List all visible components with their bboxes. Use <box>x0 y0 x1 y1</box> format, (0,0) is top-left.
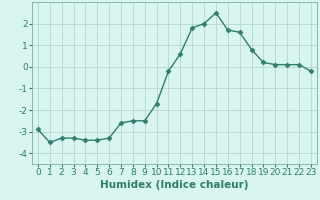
X-axis label: Humidex (Indice chaleur): Humidex (Indice chaleur) <box>100 180 249 190</box>
